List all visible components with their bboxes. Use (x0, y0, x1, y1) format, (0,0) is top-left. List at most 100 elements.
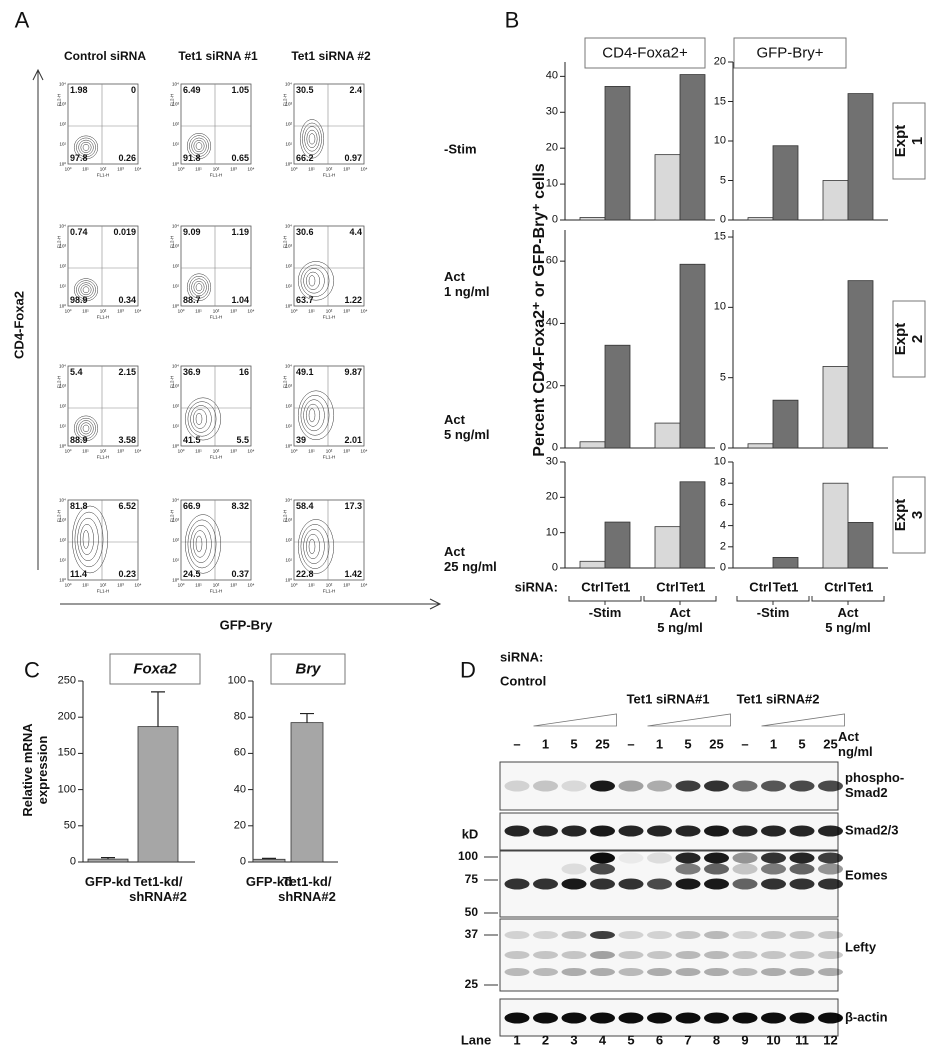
blot-band (533, 780, 558, 792)
chart-title: Bry (295, 660, 321, 678)
flow-plot-frame (67, 225, 139, 307)
plot-y-tick: 10¹ (285, 423, 292, 429)
plot-x-tick: 10⁴ (360, 166, 368, 172)
blot-band (732, 951, 758, 959)
plot-y-tick: 10⁰ (172, 577, 179, 583)
title-box (270, 653, 346, 685)
plot-x-tick: 10¹ (82, 166, 89, 172)
contour (195, 283, 203, 292)
error-bar (101, 857, 115, 860)
blot-band (789, 968, 815, 976)
contour (303, 529, 325, 564)
blot-band (761, 852, 786, 864)
blot-band (561, 825, 587, 837)
blot-band (704, 968, 729, 976)
series-label: Ctrl (581, 579, 604, 595)
title-box (733, 37, 847, 69)
blot-band (761, 863, 786, 875)
plot-x-tick: 10⁴ (247, 166, 255, 172)
plot-y-tick: 10⁰ (172, 443, 179, 449)
plot-x-tick: 10⁴ (360, 582, 368, 588)
quadrant-value: 1.04 (231, 294, 249, 305)
contour (184, 397, 222, 441)
column-header: Tet1 siRNA #2 (291, 49, 371, 64)
plot-x-tick: 10² (99, 308, 107, 314)
plot-y-tick: 10¹ (59, 141, 66, 147)
plot-y-tick: 10³ (172, 517, 179, 523)
contour (191, 278, 207, 297)
blot-band (789, 852, 815, 864)
quadrant-value: 0.019 (113, 226, 136, 237)
blot-band (818, 951, 843, 959)
plot-y-tick: 10² (59, 403, 66, 409)
side-label: Expt 2 (891, 322, 926, 356)
y-tick-label: 60 (233, 747, 246, 760)
blot-band (704, 951, 729, 959)
blot-band (647, 968, 672, 976)
plot-y-tick: 10³ (59, 101, 66, 107)
side-label-box (892, 102, 926, 180)
plot-x-tick: 10⁰ (64, 166, 72, 172)
dose-label: 1 (541, 736, 550, 752)
blot-band (761, 951, 786, 959)
bar (654, 154, 681, 221)
plot-x-tick: 10⁴ (247, 582, 255, 588)
plot-x-tick: 10⁰ (64, 448, 72, 454)
plot-y-tick: 10⁰ (285, 303, 292, 309)
y-tick-label: 200 (57, 710, 76, 723)
plot-x-tick: 10⁰ (290, 308, 298, 314)
side-label-box (892, 300, 926, 378)
plot-y-tick: 10⁰ (285, 443, 292, 449)
blot-band (533, 1012, 558, 1024)
blot-band (704, 878, 729, 890)
plot-x-label: FL1-H (96, 172, 110, 178)
blot-band (732, 780, 758, 792)
series-label: Tet1 (847, 579, 874, 595)
bar (772, 145, 799, 221)
marker-label: 100 (457, 849, 478, 864)
plot-x-tick: 10² (325, 448, 333, 454)
blot-band (789, 1012, 815, 1024)
contour (302, 122, 322, 155)
quadrant-value: 0.37 (231, 568, 249, 579)
plot-x-tick: 10¹ (82, 308, 89, 314)
blot-band (818, 968, 843, 976)
plot-x-tick: 10⁰ (64, 308, 72, 314)
contour (76, 137, 96, 158)
blot-band (561, 878, 587, 890)
plot-x-tick: 10¹ (308, 166, 315, 172)
bar (679, 481, 706, 569)
lane-number: 1 (513, 1032, 521, 1048)
blot-band (675, 825, 701, 837)
dose-unit-label: Act ng/ml (838, 729, 873, 759)
bar (290, 722, 324, 863)
plot-x-tick: 10² (325, 166, 333, 172)
plot-x-tick: 10² (212, 308, 220, 314)
plot-y-tick: 10² (59, 121, 66, 127)
plot-x-label: FL1-H (96, 588, 110, 594)
contour (304, 126, 320, 152)
quadrant-value: 1.05 (231, 84, 249, 95)
blot-band (590, 878, 615, 890)
plot-y-label: FL2-H (169, 375, 175, 389)
bar (822, 180, 849, 221)
blot-band (704, 780, 729, 792)
y-tick-label: 10 (713, 134, 726, 147)
quadrant-value: 41.5 (183, 434, 201, 445)
row-label: -Stim (444, 141, 477, 157)
y-tick-label: 6 (719, 498, 726, 511)
contour (297, 261, 335, 301)
y-tick-label: 10 (713, 301, 726, 314)
quadrant-value: 24.5 (183, 568, 201, 579)
y-tick-label: 10 (713, 455, 726, 468)
dose-label: – (741, 736, 749, 752)
plot-y-label: FL2-H (282, 93, 288, 107)
blot-band (732, 1012, 758, 1024)
plot-y-tick: 10² (285, 121, 292, 127)
y-axis-label: Percent CD4-Foxa2⁺ or GFP-Bry⁺ cells (530, 163, 548, 457)
blot-band (590, 951, 615, 959)
blot-band (504, 825, 530, 837)
plot-x-tick: 10⁴ (360, 308, 368, 314)
blot-band (675, 878, 701, 890)
quadrant-value: 16 (238, 366, 249, 377)
